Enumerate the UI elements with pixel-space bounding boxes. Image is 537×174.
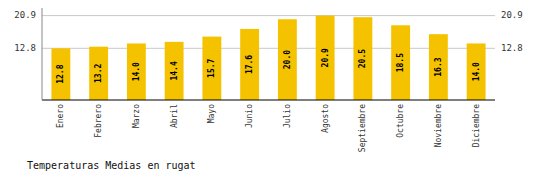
data-label: 20.5 [358,49,367,68]
data-label: 14.4 [170,61,179,80]
bar [89,47,108,100]
bar [467,43,486,100]
data-label: 20.9 [321,48,330,67]
bar [429,34,448,100]
x-tick-label: Junio [245,104,254,128]
x-tick-label: Octubre [396,104,405,138]
y-axis-line [42,8,43,100]
bar [202,37,221,100]
x-axis-line [42,99,495,100]
data-label: 18.5 [396,53,405,72]
data-label: 13.2 [94,64,103,83]
chart: 12.8 12.8 20.9 20.9 12.8 13.2 14.0 14.4 15.7 17.6… [0,0,537,174]
bars [51,16,485,100]
bar [240,29,259,100]
x-tick-label: Enero [56,104,65,128]
data-label: 14.0 [132,62,141,81]
grid-line [42,15,495,16]
grid-line [42,48,495,49]
x-tick-label: Febrero [94,104,103,138]
x-tick-label: Septiembre [358,104,367,152]
title: Temperaturas Medias en rugat [27,160,196,171]
bar [316,16,335,100]
x-tick-label: Marzo [132,104,141,128]
x-tick-label: Diciembre [472,104,481,148]
grid [42,16,495,49]
data-label: 20.0 [283,50,292,69]
bar [51,48,70,100]
y2-tick-label: 12.8 [501,43,523,53]
data-label: 17.6 [245,55,254,74]
data-label: 12.8 [56,64,65,83]
x-tick-label: Mayo [207,104,216,123]
data-label: 14.0 [472,62,481,81]
bar [127,43,146,100]
bar [165,42,184,100]
x-tick-label: Abril [170,104,179,128]
y-tick-label: 12.8 [14,43,36,53]
data-label: 16.3 [434,57,443,76]
bar [353,17,372,100]
x-tick-label: Agosto [321,104,330,133]
x-tick-label: Noviembre [434,104,443,148]
bar [278,19,297,100]
data-label: 15.7 [207,58,216,77]
x-tick-label: Julio [283,104,292,128]
y2-tick-label: 20.9 [501,10,523,20]
y-tick-label: 20.9 [14,10,36,20]
bar [391,25,410,100]
